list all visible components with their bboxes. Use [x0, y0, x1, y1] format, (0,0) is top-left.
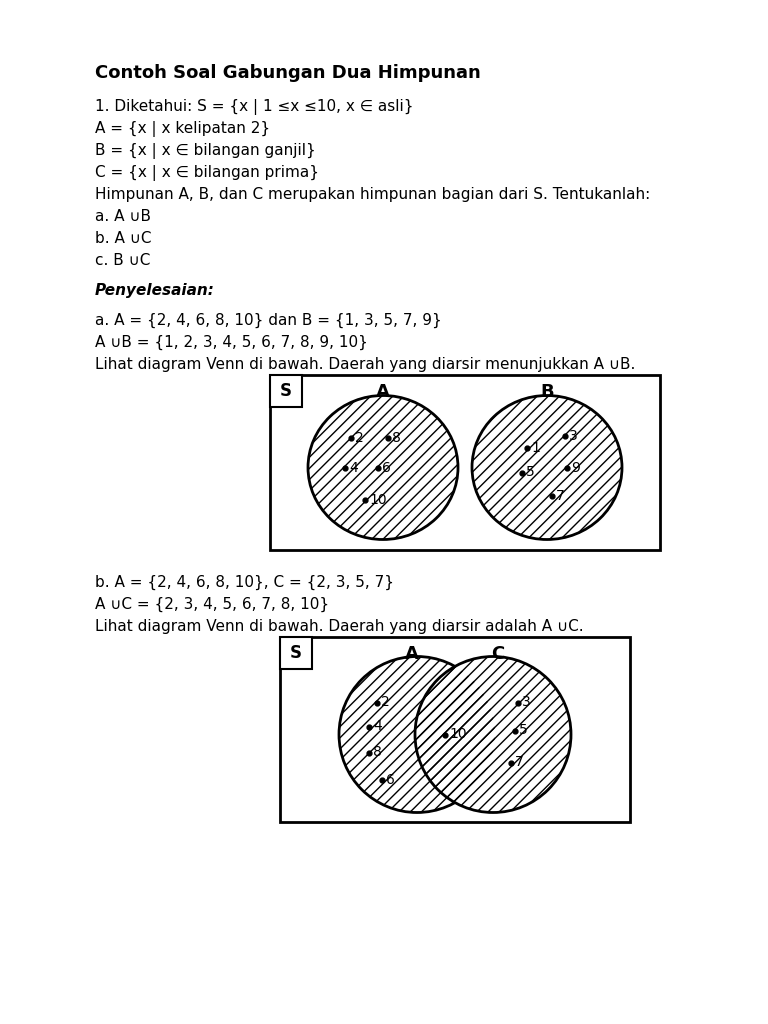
Text: b. A = {2, 4, 6, 8, 10}, C = {2, 3, 5, 7}: b. A = {2, 4, 6, 8, 10}, C = {2, 3, 5, 7…: [95, 575, 394, 590]
Text: 1: 1: [531, 440, 540, 455]
Ellipse shape: [308, 395, 458, 540]
Text: A ∪C = {2, 3, 4, 5, 6, 7, 8, 10}: A ∪C = {2, 3, 4, 5, 6, 7, 8, 10}: [95, 597, 329, 612]
Text: 9: 9: [571, 461, 580, 474]
Text: 6: 6: [382, 461, 391, 474]
Text: Himpunan A, B, dan C merupakan himpunan bagian dari S. Tentukanlah:: Himpunan A, B, dan C merupakan himpunan …: [95, 187, 650, 202]
Text: A ∪B = {1, 2, 3, 4, 5, 6, 7, 8, 9, 10}: A ∪B = {1, 2, 3, 4, 5, 6, 7, 8, 9, 10}: [95, 335, 368, 350]
Text: B = {x | x ∈ bilangan ganjil}: B = {x | x ∈ bilangan ganjil}: [95, 143, 316, 159]
Bar: [270, 375, 660, 550]
Text: Lihat diagram Venn di bawah. Daerah yang diarsir menunjukkan A ∪B.: Lihat diagram Venn di bawah. Daerah yang…: [95, 357, 635, 372]
Text: 3: 3: [522, 695, 531, 710]
Text: 8: 8: [373, 745, 382, 760]
Text: A: A: [405, 645, 419, 663]
Text: 4: 4: [349, 461, 358, 474]
Text: 8: 8: [392, 430, 401, 444]
Text: a. A ∪B: a. A ∪B: [95, 209, 151, 224]
Ellipse shape: [415, 656, 571, 812]
Text: C = {x | x ∈ bilangan prima}: C = {x | x ∈ bilangan prima}: [95, 165, 319, 181]
Text: 10: 10: [369, 493, 386, 507]
Text: B: B: [540, 383, 554, 401]
Ellipse shape: [339, 656, 495, 812]
Text: 6: 6: [386, 772, 395, 786]
Text: c. B ∪C: c. B ∪C: [95, 253, 151, 268]
Text: Penyelesaian:: Penyelesaian:: [95, 283, 215, 298]
Text: Lihat diagram Venn di bawah. Daerah yang diarsir adalah A ∪C.: Lihat diagram Venn di bawah. Daerah yang…: [95, 618, 584, 634]
Text: 5: 5: [519, 724, 528, 737]
Bar: [280, 637, 630, 822]
Text: 7: 7: [515, 756, 524, 769]
Text: 5: 5: [526, 466, 535, 479]
Text: C: C: [492, 645, 505, 663]
Text: 1. Diketahui: S = {x | 1 ≤x ≤10, x ∈ asli}: 1. Diketahui: S = {x | 1 ≤x ≤10, x ∈ asl…: [95, 99, 413, 115]
Text: A = {x | x kelipatan 2}: A = {x | x kelipatan 2}: [95, 121, 270, 137]
Text: S: S: [290, 644, 302, 662]
Ellipse shape: [472, 395, 622, 540]
Text: 3: 3: [569, 428, 578, 442]
Text: a. A = {2, 4, 6, 8, 10} dan B = {1, 3, 5, 7, 9}: a. A = {2, 4, 6, 8, 10} dan B = {1, 3, 5…: [95, 313, 442, 329]
Text: 4: 4: [373, 720, 382, 733]
Text: Contoh Soal Gabungan Dua Himpunan: Contoh Soal Gabungan Dua Himpunan: [95, 63, 481, 82]
Bar: [270, 375, 302, 407]
Text: A: A: [376, 383, 390, 401]
Text: 7: 7: [556, 488, 564, 503]
Text: b. A ∪C: b. A ∪C: [95, 231, 151, 246]
Text: 10: 10: [449, 727, 467, 741]
Text: 2: 2: [355, 430, 364, 444]
Bar: [280, 637, 312, 669]
Text: S: S: [280, 382, 292, 400]
Text: 2: 2: [381, 695, 389, 710]
